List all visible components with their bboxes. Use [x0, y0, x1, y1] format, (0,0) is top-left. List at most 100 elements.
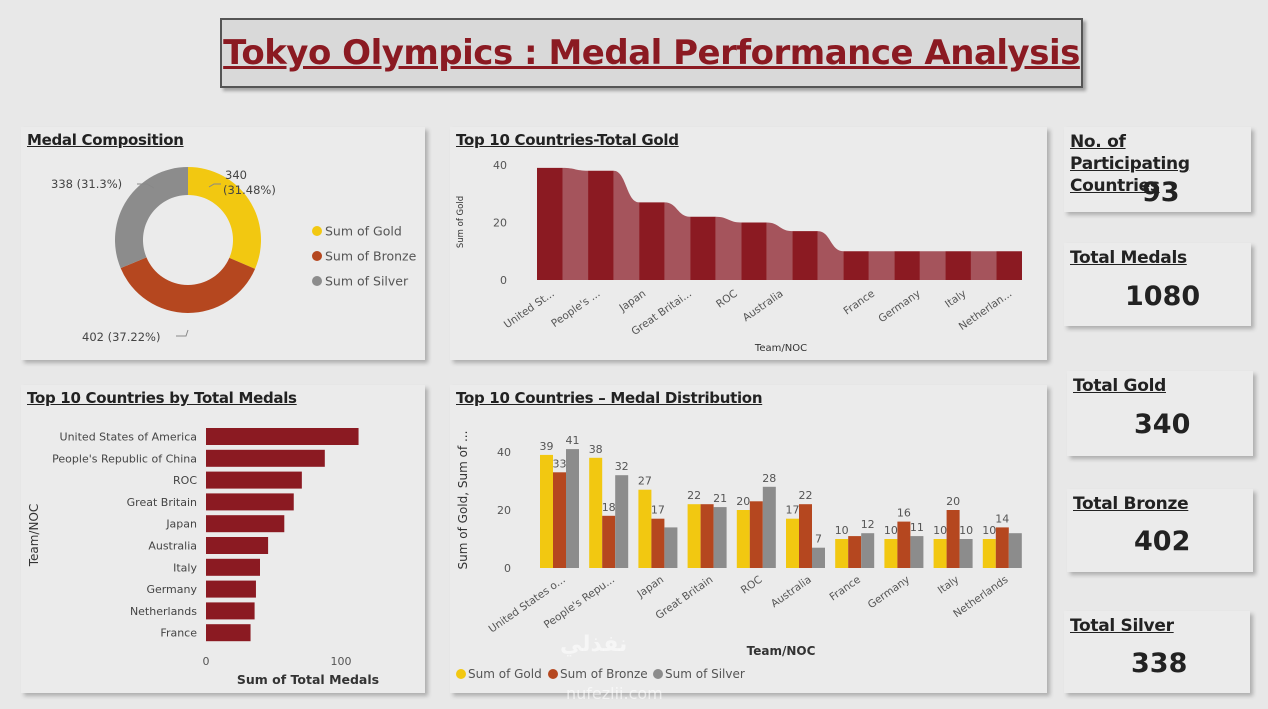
gold-ribbon-8 [970, 251, 997, 280]
legend-label-0: Sum of Gold [325, 224, 402, 239]
dist-data-label-6-2: 12 [861, 518, 875, 531]
medal-distribution-card[interactable]: Top 10 Countries – Medal Distribution 0 2… [450, 385, 1047, 693]
dist-data-label-1-0: 38 [589, 443, 603, 456]
total-xtick-0: 0 [203, 655, 210, 668]
dist-bar-9-1 [995, 527, 1009, 568]
total-ylabel: Team/NOC [27, 504, 41, 568]
gold-ylabel: Sum of Gold [456, 196, 466, 248]
dist-bar-0-1 [553, 472, 566, 568]
kpi-total-medals-card[interactable]: Total Medals 1080 [1064, 243, 1251, 326]
dist-xtick-8: Italy [936, 574, 962, 597]
dist-bar-7-1 [897, 521, 911, 568]
dist-data-label-3-0: 22 [687, 489, 701, 502]
top10-total-title: Top 10 Countries by Total Medals [27, 389, 297, 407]
gold-ribbon-3 [715, 216, 742, 280]
total-bar-1 [206, 449, 325, 467]
donut-leader-silver [137, 183, 155, 189]
page-title: Tokyo Olympics : Medal Performance Analy… [223, 33, 1080, 73]
gold-xlabel: Team/NOC [754, 343, 807, 354]
dist-bar-5-2 [812, 547, 825, 568]
total-bar-3 [206, 493, 294, 511]
dist-data-label-8-0: 10 [933, 524, 947, 537]
dist-data-label-1-1: 18 [602, 501, 616, 514]
kpi-total-gold-card[interactable]: Total Gold 340 [1067, 371, 1253, 456]
gold-xtick-7: Germany [876, 288, 922, 326]
gold-ribbon-1 [613, 170, 640, 280]
top10-gold-title: Top 10 Countries-Total Gold [456, 131, 679, 149]
gold-ribbon-7 [919, 251, 946, 280]
gold-ytick-40: 40 [493, 159, 507, 172]
gold-bar-9 [996, 251, 1022, 280]
dist-xtick-5: Australia [769, 574, 814, 610]
medal-composition-chart[interactable]: 340(31.48%) 402 (37.22%) 338 (31.3%) Sum of… [21, 127, 425, 360]
dist-bar-9-2 [1008, 533, 1022, 568]
donut-leader-bronze [176, 329, 189, 337]
top10-gold-card[interactable]: Top 10 Countries-Total Gold Sum of Gold 0… [450, 127, 1047, 360]
dist-ylabel: Sum of Gold, Sum of ... [456, 431, 470, 570]
dist-bar-3-0 [687, 504, 701, 568]
dist-bar-9-0 [982, 539, 996, 568]
kpi-total-bronze-label: Total Bronze [1073, 494, 1189, 514]
gold-ribbon-5 [817, 231, 844, 280]
dist-data-label-8-2: 10 [959, 524, 973, 537]
dist-legend-label-1: Sum of Bronze [560, 667, 648, 681]
donut-slice-sum-of-silver [115, 167, 188, 269]
donut-leader-gold [208, 183, 221, 188]
dist-data-label-4-2: 28 [762, 472, 776, 485]
gold-bar-6 [843, 251, 869, 280]
gold-bar-3 [690, 216, 716, 280]
gold-ribbon-2 [664, 202, 691, 280]
total-ytick-2: ROC [173, 474, 197, 487]
dist-bar-8-2 [959, 539, 973, 568]
total-xlabel: Sum of Total Medals [237, 672, 379, 687]
dist-bar-5-0 [786, 518, 799, 568]
top10-gold-chart[interactable]: Sum of Gold 0 20 40 United St...People's ...… [450, 127, 1047, 360]
gold-bar-4 [741, 222, 767, 280]
total-bar-4 [206, 515, 285, 533]
total-bar-6 [206, 558, 260, 576]
total-bar-8 [206, 602, 255, 620]
gold-xtick-1: People's ... [549, 288, 602, 330]
kpi-total-silver-card[interactable]: Total Silver 338 [1064, 611, 1250, 693]
total-bar-7 [206, 580, 256, 598]
dist-legend-marker-0 [456, 669, 466, 679]
dist-xlabel: Team/NOC [747, 644, 816, 658]
kpi-participating-card[interactable]: No. of Participating Countries 93 [1064, 127, 1251, 212]
kpi-total-medals-label: Total Medals [1070, 248, 1187, 268]
total-ytick-4: Japan [165, 518, 197, 531]
total-bar-2 [206, 471, 302, 489]
dist-data-label-7-1: 16 [897, 507, 911, 520]
total-bar-5 [206, 537, 269, 554]
dist-bar-1-0 [589, 457, 603, 568]
dist-bar-6-0 [835, 539, 849, 568]
total-ytick-8: Netherlands [130, 605, 197, 618]
dist-bar-3-1 [700, 504, 714, 568]
donut-data-labels: 340(31.48%) 402 (37.22%) 338 (31.3%) [51, 168, 276, 344]
gold-xtick-4: ROC [714, 288, 740, 311]
total-ytick-9: France [160, 627, 197, 640]
dist-data-label-4-0: 20 [736, 495, 750, 508]
medal-composition-title: Medal Composition [27, 131, 184, 149]
gold-ribbon-6 [868, 251, 895, 280]
dist-bar-2-0 [638, 489, 652, 568]
dist-bar-6-1 [848, 536, 862, 568]
total-ytick-3: Great Britain [127, 496, 197, 509]
dist-data-label-0-1: 33 [553, 457, 567, 470]
kpi-total-medals-value: 1080 [1125, 281, 1201, 312]
top10-total-chart[interactable]: United States of America People's Republi… [21, 385, 425, 693]
legend-label-1: Sum of Bronze [325, 249, 417, 264]
donut-label-silver: 338 (31.3%) [51, 177, 122, 191]
gold-ribbon-4 [766, 222, 793, 280]
dist-data-label-9-1: 14 [995, 512, 1009, 525]
total-bar-9 [206, 624, 251, 642]
dist-bar-6-2 [861, 533, 875, 568]
dist-legend-label-0: Sum of Gold [468, 667, 542, 681]
dist-bar-5-1 [799, 504, 812, 568]
total-ytick-5: Australia [148, 540, 197, 553]
kpi-total-bronze-card[interactable]: Total Bronze 402 [1067, 489, 1253, 572]
dashboard-title-box: Tokyo Olympics : Medal Performance Analy… [220, 18, 1083, 88]
medal-composition-card[interactable]: Medal Composition 340 (31.48%) 402 (37.22%… [21, 127, 425, 360]
dist-data-label-2-1: 17 [651, 504, 665, 517]
top10-total-card[interactable]: Top 10 Countries by Total Medals United … [21, 385, 425, 693]
